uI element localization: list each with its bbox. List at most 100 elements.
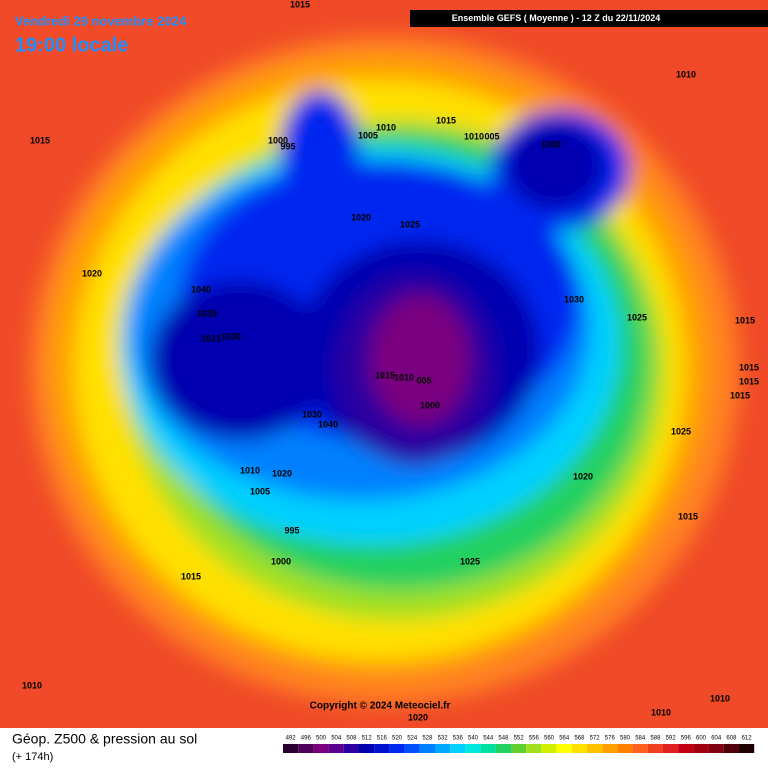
isobar-label: 1030 (221, 331, 241, 341)
isobar-label: 1015 (181, 571, 201, 581)
legend-swatch (587, 744, 603, 753)
isobar-label: 1015 (290, 0, 310, 9)
legend-level: 492 (286, 736, 297, 742)
legend-level: 584 (635, 736, 646, 742)
isobar-label: 1025 (627, 312, 647, 322)
legend-swatch (541, 744, 557, 753)
legend-swatch (678, 744, 694, 753)
legend-level: 504 (331, 736, 342, 742)
contour-area (370, 295, 470, 425)
isobar-label: 1015 (739, 376, 759, 386)
legend-level: 572 (590, 736, 601, 742)
legend-swatch (465, 744, 481, 753)
legend-level: 512 (362, 736, 373, 742)
isobar-label: 1035 (197, 308, 217, 318)
legend-level: 604 (711, 736, 722, 742)
legend-swatch (693, 744, 709, 753)
legend-swatch (419, 744, 435, 753)
isobar-label: 1015 (375, 370, 395, 380)
isobar-label: 1010 (651, 707, 671, 717)
isobar-label: 1010 (710, 693, 730, 703)
isobar-label: 1000 (541, 139, 561, 149)
isobar-label: 1040 (318, 419, 338, 429)
legend-level: 592 (666, 736, 677, 742)
legend-swatch (708, 744, 724, 753)
legend-level: 508 (346, 736, 357, 742)
legend-level: 528 (422, 736, 433, 742)
footer-title: Géop. Z500 & pression au sol (12, 731, 197, 747)
legend-swatch (632, 744, 648, 753)
local-time: 19:00 locale (15, 34, 128, 56)
isobar-label: 1020 (82, 268, 102, 278)
geopotential-field (30, 35, 740, 705)
isobar-label: 1020 (351, 212, 371, 222)
legend-level: 496 (301, 736, 312, 742)
isobar-label: 1025 (671, 426, 691, 436)
legend-level: 612 (742, 736, 753, 742)
copyright: Copyright © 2024 Meteociel.fr (310, 701, 451, 712)
legend-level: 536 (453, 736, 464, 742)
isobar-label: 1010 (394, 372, 414, 382)
legend-swatch (404, 744, 420, 753)
isobar-label: 1020 (573, 471, 593, 481)
footer-lead: (+ 174h) (12, 751, 53, 763)
legend-level: 568 (574, 736, 585, 742)
legend-swatch (556, 744, 572, 753)
run-info: Ensemble GEFS ( Moyenne ) - 12 Z du 22/1… (452, 13, 661, 23)
legend-swatch (526, 744, 542, 753)
isobar-label: 1000 (268, 135, 288, 145)
isobar-label: 995 (280, 141, 295, 151)
isobar-label: 1030 (302, 409, 322, 419)
contour-area (280, 90, 360, 210)
isobar-label: 1010 (240, 465, 260, 475)
legend-swatch (313, 744, 329, 753)
isobar-label: 1005 (358, 130, 378, 140)
legend-level: 608 (726, 736, 737, 742)
isobar-label: 1015 (30, 135, 50, 145)
legend-swatch (647, 744, 663, 753)
legend-level: 564 (559, 736, 570, 742)
legend-level: 548 (498, 736, 509, 742)
legend-swatch (343, 744, 359, 753)
legend-swatch (739, 744, 755, 753)
legend-swatch (495, 744, 511, 753)
isobar-label: 005 (416, 375, 431, 385)
isobar-label: 1025 (400, 219, 420, 229)
isobar-label: 1021 (201, 333, 221, 343)
run-box (410, 10, 768, 27)
legend-level: 588 (650, 736, 661, 742)
legend-level: 600 (696, 736, 707, 742)
legend-swatch (450, 744, 466, 753)
legend-level: 520 (392, 736, 403, 742)
legend-swatch (480, 744, 496, 753)
legend-level: 516 (377, 736, 388, 742)
isobar-label: 1020 (408, 712, 428, 722)
isobar-label: 005 (484, 131, 499, 141)
legend-swatch (617, 744, 633, 753)
legend-level: 500 (316, 736, 327, 742)
isobar-label: 1010 (676, 69, 696, 79)
color-legend: 492 496 500 504 508 512 516 520 524 528 532 536 540 5… (283, 736, 755, 753)
isobar-label: 1015 (730, 390, 750, 400)
isobar-label: 1030 (564, 294, 584, 304)
isobar-label: 995 (284, 525, 299, 535)
legend-level: 576 (605, 736, 616, 742)
legend-swatch (359, 744, 375, 753)
legend-level: 524 (407, 736, 418, 742)
legend-swatch (602, 744, 618, 753)
isobar-label: 1020 (272, 468, 292, 478)
isobar-label: 1025 (460, 556, 480, 566)
legend-swatch (663, 744, 679, 753)
legend-swatch (511, 744, 527, 753)
date: Vendredi 29 novembre 2024 (15, 13, 187, 28)
isobar-label: 1000 (420, 400, 440, 410)
legend-level: 544 (483, 736, 494, 742)
legend-level: 540 (468, 736, 479, 742)
contour-area (150, 280, 330, 440)
isobar-label: 1015 (735, 315, 755, 325)
legend-swatch (298, 744, 314, 753)
legend-level: 596 (681, 736, 692, 742)
legend-swatch (571, 744, 587, 753)
